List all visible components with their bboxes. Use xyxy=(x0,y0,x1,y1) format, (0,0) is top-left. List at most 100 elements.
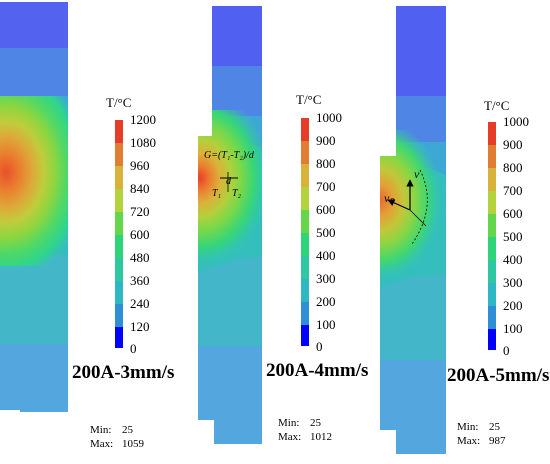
unit-label: T/°C xyxy=(296,92,321,107)
panel-caption: 200A-4mm/s xyxy=(266,360,368,381)
t1-label: T₁ xyxy=(212,188,221,199)
tick-label: 1200 xyxy=(130,112,156,127)
tick-label: 1000 xyxy=(316,110,342,125)
min-label: Min: xyxy=(90,424,111,436)
normal-line xyxy=(409,209,427,227)
tick-label: 0 xyxy=(130,341,137,356)
tick-label: 500 xyxy=(316,225,336,240)
color-bar-segment xyxy=(488,237,496,260)
temperature-field-5mms xyxy=(380,6,446,454)
color-bar-4mms: T/°C 1000 900 800 700 600 500 400 300 20… xyxy=(296,92,342,354)
tick-label: 900 xyxy=(316,133,336,148)
tick-label: 1080 xyxy=(130,135,156,150)
color-bar-segment xyxy=(115,120,123,143)
max-value: 1012 xyxy=(310,431,332,443)
color-bar-segment xyxy=(488,260,496,283)
tick-label: 800 xyxy=(316,156,336,171)
color-bar-segment xyxy=(488,214,496,237)
tick-label: 1000 xyxy=(503,114,529,129)
tick-label: 300 xyxy=(503,275,523,290)
max-label: Max: xyxy=(90,438,113,450)
tick-label: 0 xyxy=(503,343,510,358)
tick-label: 960 xyxy=(130,158,150,173)
min-max-readout: Min: 25 Max: 1012 xyxy=(278,417,332,443)
temperature-field-4mms xyxy=(198,6,262,444)
tick-label: 0 xyxy=(316,339,323,354)
min-value: 25 xyxy=(122,424,134,436)
panel-3mms: T/°C 1200 1080 960 840 720 600 480 360 2… xyxy=(0,2,174,450)
tick-label: 600 xyxy=(130,227,150,242)
max-value: 987 xyxy=(489,435,506,447)
color-bar-segment xyxy=(115,143,123,166)
tick-label: 240 xyxy=(130,296,150,311)
v-label: v xyxy=(414,167,420,181)
color-bar-segment xyxy=(115,212,123,235)
tick-label: 120 xyxy=(130,319,150,334)
min-label: Min: xyxy=(278,417,299,429)
min-max-readout: Min: 25 Max: 987 xyxy=(457,421,506,447)
color-bar-segment xyxy=(488,283,496,306)
max-label: Max: xyxy=(278,431,301,443)
min-label: Min: xyxy=(457,421,478,433)
max-label: Max: xyxy=(457,435,480,447)
velocity-annotation: v vₚ xyxy=(384,167,428,245)
panel-caption: 200A-3mm/s xyxy=(72,362,174,383)
panel-5mms: v vₚ T/°C 1000 900 800 700 600 500 400 xyxy=(380,6,549,454)
min-max-readout: Min: 25 Max: 1059 xyxy=(90,424,145,450)
color-bar-segment xyxy=(301,187,309,210)
tick-label: 720 xyxy=(130,204,150,219)
tick-label: 700 xyxy=(316,179,336,194)
tick-label: 900 xyxy=(503,137,523,152)
tick-label: 840 xyxy=(130,181,150,196)
temperature-field-3mms xyxy=(0,2,68,412)
tick-label: 700 xyxy=(503,183,523,198)
unit-label: T/°C xyxy=(106,95,131,110)
tick-label: 800 xyxy=(503,160,523,175)
tick-label: 500 xyxy=(503,229,523,244)
color-bar-5mms: T/°C 1000 900 800 700 600 500 400 300 20… xyxy=(484,98,529,358)
tick-label: 600 xyxy=(503,206,523,221)
color-bar-segment xyxy=(488,122,496,145)
color-bar-segment xyxy=(488,168,496,191)
gradient-annotation: G=(T₁-T₂)/d d T₁ T₂ xyxy=(204,150,255,199)
color-bar-3mms: T/°C 1200 1080 960 840 720 600 480 360 2… xyxy=(106,95,156,356)
color-bar-segment xyxy=(301,279,309,302)
min-value: 25 xyxy=(310,417,322,429)
vp-label: vₚ xyxy=(384,191,395,205)
tick-label: 400 xyxy=(503,252,523,267)
color-bar-segment xyxy=(115,189,123,212)
tick-label: 480 xyxy=(130,250,150,265)
color-bar-segment xyxy=(301,256,309,279)
gradient-formula: G=(T₁-T₂)/d xyxy=(204,150,255,161)
panel-4mms: G=(T₁-T₂)/d d T₁ T₂ T/°C 1000 900 800 xyxy=(198,6,368,444)
color-bar-segment xyxy=(488,191,496,214)
color-bar-segment xyxy=(115,327,123,348)
scale-ticks: 1200 1080 960 840 720 600 480 360 240 12… xyxy=(130,112,156,356)
vp-arrow xyxy=(387,199,411,211)
color-bar-segment xyxy=(115,166,123,189)
unit-label: T/°C xyxy=(484,98,509,113)
tick-label: 360 xyxy=(130,273,150,288)
tick-label: 300 xyxy=(316,271,336,286)
d-label: d xyxy=(226,176,232,187)
color-bar-segment xyxy=(301,325,309,346)
color-bar-segment xyxy=(488,145,496,168)
tick-label: 200 xyxy=(316,294,336,309)
max-value: 1059 xyxy=(122,438,145,450)
min-value: 25 xyxy=(489,421,501,433)
color-bar-segment xyxy=(301,302,309,325)
color-bar-segment xyxy=(301,210,309,233)
color-bar-segment xyxy=(115,258,123,281)
t2-label: T₂ xyxy=(232,188,242,199)
melt-boundary xyxy=(411,169,428,245)
tick-label: 100 xyxy=(316,317,336,332)
color-bar-segment xyxy=(301,118,309,141)
color-bar-segment xyxy=(488,306,496,329)
tick-label: 400 xyxy=(316,248,336,263)
tick-label: 100 xyxy=(503,321,523,336)
color-bar-segment xyxy=(115,235,123,258)
color-bar-segment xyxy=(488,329,496,350)
tick-label: 600 xyxy=(316,202,336,217)
color-bar-segment xyxy=(301,141,309,164)
